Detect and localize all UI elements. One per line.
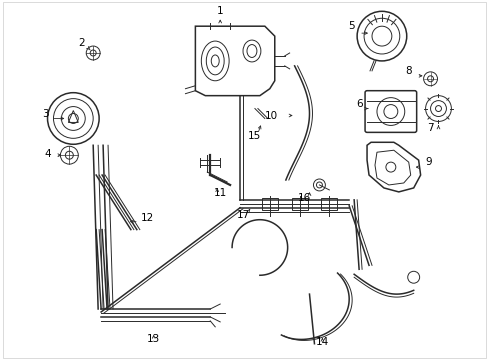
Text: 6: 6 [355,99,362,109]
Text: 12: 12 [141,213,154,223]
Text: 11: 11 [213,188,226,198]
Text: 8: 8 [405,66,411,76]
Bar [291,198,307,210]
Text: 9: 9 [425,157,431,167]
Text: 5: 5 [347,21,354,31]
Text: 4: 4 [44,149,51,159]
Text: 14: 14 [315,337,328,347]
Text: 2: 2 [78,38,84,48]
Text: 7: 7 [427,123,433,134]
Text: 16: 16 [297,193,310,203]
Text: 3: 3 [42,108,49,118]
Text: 15: 15 [248,131,261,141]
Text: 17: 17 [236,210,249,220]
Text: 10: 10 [264,111,278,121]
Bar [321,198,337,210]
Bar [262,198,277,210]
Text: 13: 13 [147,334,160,344]
Text: 1: 1 [217,6,223,16]
